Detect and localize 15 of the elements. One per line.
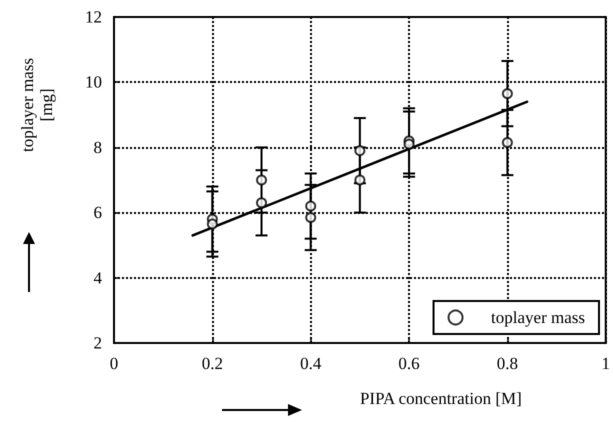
y-tick-label: 6 (94, 203, 102, 222)
y-tick-label: 8 (94, 138, 102, 157)
x-tick-label: 0.6 (398, 354, 420, 373)
x-tick-label: 0 (110, 354, 118, 373)
legend-label: toplayer mass (491, 308, 586, 327)
x-tick-label: 0.8 (496, 354, 518, 373)
y-tick-label: 2 (94, 334, 102, 352)
x-tick-label: 1 (602, 354, 610, 373)
x-tick-label: 0.4 (300, 354, 322, 373)
y-tick-label: 4 (94, 268, 102, 288)
x-tick-label: 0.2 (202, 354, 223, 373)
y-tick-label: 10 (85, 72, 102, 92)
y-axis-title: toplayer mass [mg] (18, 58, 56, 152)
x-axis-title: PIPA concentration [M] (360, 389, 522, 408)
y-tick-label: 12 (85, 8, 102, 26)
